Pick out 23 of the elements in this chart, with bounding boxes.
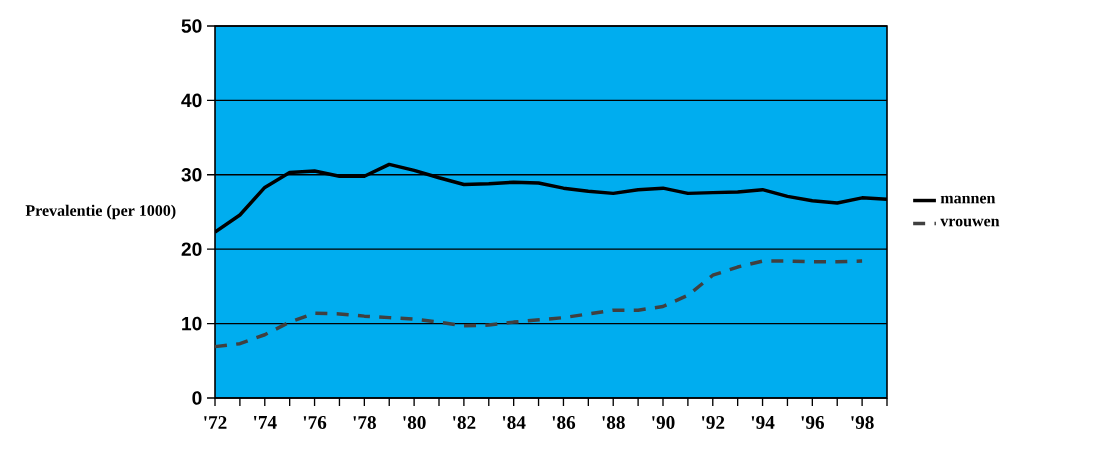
y-tick-label: 0: [192, 391, 202, 405]
x-tick-label: '88: [602, 416, 625, 429]
x-tick-label: '84: [502, 416, 526, 429]
x-tick-label: '90: [652, 416, 675, 429]
x-tick-label: '80: [403, 416, 426, 429]
x-tick-label: '98: [851, 416, 874, 429]
x-tick-label: '86: [552, 416, 576, 429]
y-tick-label: 50: [181, 19, 202, 33]
x-tick-label: '78: [353, 416, 376, 429]
y-tick-label: 20: [181, 242, 202, 256]
y-tick-label: 40: [181, 93, 202, 108]
legend-label: vrouwen: [940, 218, 1000, 227]
x-tick-label: '94: [751, 416, 775, 429]
x-tick-label: '76: [303, 416, 327, 429]
x-tick-label: '96: [801, 416, 825, 429]
x-tick-label: '72: [204, 416, 227, 429]
x-tick-label: '92: [701, 416, 725, 429]
legend-label: mannen: [940, 195, 996, 204]
x-tick-label: '82: [453, 416, 476, 429]
y-axis-title: Prevalentie (per 1000): [25, 204, 176, 220]
y-tick-label: 10: [182, 316, 202, 331]
x-tick-label: '74: [253, 416, 277, 429]
y-tick-label: 30: [181, 167, 202, 182]
